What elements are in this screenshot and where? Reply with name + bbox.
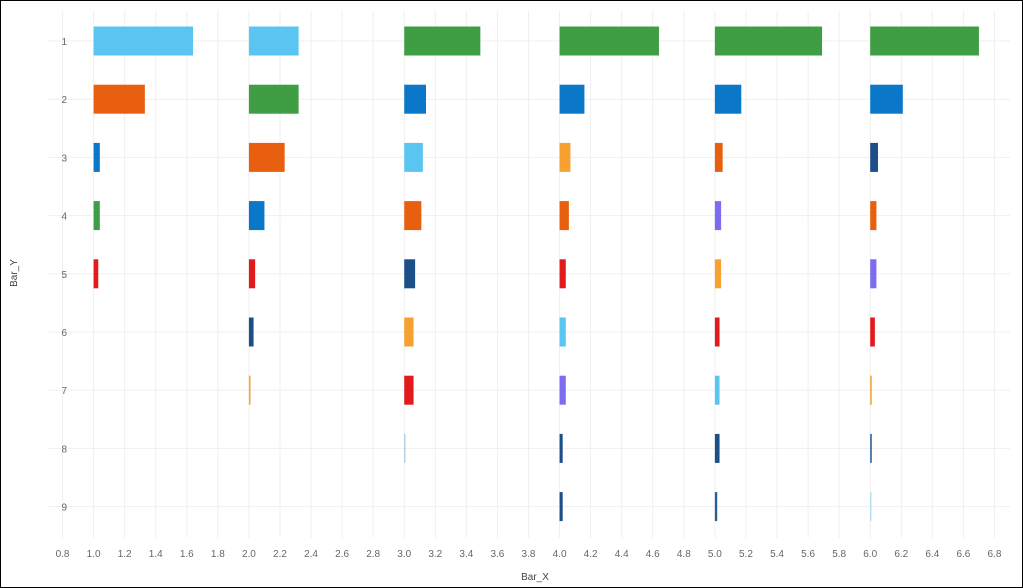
bar xyxy=(870,201,877,231)
bar xyxy=(559,84,585,114)
y-tick-label: 2 xyxy=(61,95,67,106)
x-tick-label: 2.6 xyxy=(335,549,349,560)
bar xyxy=(404,317,414,347)
x-tick-label: 4.0 xyxy=(553,549,567,560)
bar xyxy=(248,201,265,231)
x-tick-label: 4.8 xyxy=(677,549,691,560)
y-axis-ticks: 1 2 3 4 5 6 7 8 9 xyxy=(61,37,67,514)
y-tick-label: 4 xyxy=(61,212,67,223)
x-tick-label: 3.2 xyxy=(428,549,442,560)
bar xyxy=(559,259,566,289)
bar xyxy=(559,433,563,463)
y-tick-label: 8 xyxy=(61,444,67,455)
bar xyxy=(93,259,99,289)
bar xyxy=(248,142,285,172)
bar xyxy=(559,201,569,231)
bar xyxy=(559,26,659,56)
x-tick-label: 4.2 xyxy=(584,549,598,560)
y-tick-label: 3 xyxy=(61,153,67,164)
bar xyxy=(559,317,566,347)
bar xyxy=(714,492,718,522)
x-tick-label: 3.0 xyxy=(397,549,411,560)
bar xyxy=(248,375,251,405)
x-tick-label: 5.2 xyxy=(739,549,753,560)
x-axis-title: Bar_X xyxy=(521,572,549,583)
bar xyxy=(714,259,722,289)
bar xyxy=(404,142,423,172)
bar xyxy=(559,375,566,405)
grid xyxy=(47,11,1010,538)
x-tick-label: 5.4 xyxy=(770,549,784,560)
x-tick-label: 1.2 xyxy=(118,549,132,560)
x-tick-label: 5.8 xyxy=(832,549,846,560)
bar xyxy=(870,492,872,522)
x-tick-label: 3.6 xyxy=(490,549,504,560)
y-tick-label: 7 xyxy=(61,386,67,397)
bar xyxy=(870,142,878,172)
bar xyxy=(870,433,872,463)
x-tick-label: 2.4 xyxy=(304,549,318,560)
x-tick-label: 2.0 xyxy=(242,549,256,560)
x-tick-label: 4.4 xyxy=(615,549,629,560)
bar xyxy=(404,259,416,289)
bars xyxy=(93,26,979,522)
y-tick-label: 6 xyxy=(61,328,67,339)
x-tick-label: 1.6 xyxy=(180,549,194,560)
bar xyxy=(870,259,877,289)
bar xyxy=(714,201,722,231)
bar xyxy=(714,26,823,56)
bar xyxy=(714,433,720,463)
x-axis-ticks: 0.8 1.0 1.2 1.4 1.6 1.8 2.0 2.2 2.4 2.6 2.8 3.0 3.2 3… xyxy=(56,549,1002,560)
x-tick-label: 6.4 xyxy=(925,549,939,560)
bar xyxy=(559,492,563,522)
bar xyxy=(714,84,742,114)
bar xyxy=(870,317,875,347)
bar xyxy=(404,84,426,114)
x-tick-label: 3.4 xyxy=(459,549,473,560)
bar xyxy=(714,317,720,347)
bar xyxy=(404,26,481,56)
bar xyxy=(93,84,145,114)
x-tick-label: 2.8 xyxy=(366,549,380,560)
x-tick-label: 5.0 xyxy=(708,549,722,560)
bar xyxy=(248,84,299,114)
bar xyxy=(404,375,414,405)
x-tick-label: 1.8 xyxy=(211,549,225,560)
y-tick-label: 9 xyxy=(61,503,67,514)
x-tick-label: 6.2 xyxy=(894,549,908,560)
bar xyxy=(93,26,194,56)
x-tick-label: 4.6 xyxy=(646,549,660,560)
x-tick-label: 5.6 xyxy=(801,549,815,560)
x-tick-label: 1.0 xyxy=(87,549,101,560)
x-tick-label: 3.8 xyxy=(522,549,536,560)
bar xyxy=(248,259,256,289)
y-tick-label: 1 xyxy=(61,37,67,48)
bar xyxy=(870,375,872,405)
bar xyxy=(404,433,406,463)
bar xyxy=(870,84,903,114)
x-tick-label: 6.6 xyxy=(956,549,970,560)
bar xyxy=(248,26,299,56)
y-axis-title: Bar_Y xyxy=(9,259,20,287)
bar xyxy=(714,375,720,405)
x-tick-label: 0.8 xyxy=(56,549,70,560)
x-tick-label: 2.2 xyxy=(273,549,287,560)
bar xyxy=(93,201,100,231)
bar xyxy=(559,142,571,172)
bar xyxy=(870,26,979,56)
x-tick-label: 6.8 xyxy=(988,549,1002,560)
bar xyxy=(93,142,100,172)
bar xyxy=(714,142,723,172)
x-tick-label: 1.4 xyxy=(149,549,163,560)
x-tick-label: 6.0 xyxy=(863,549,877,560)
y-tick-label: 5 xyxy=(61,270,67,281)
bar xyxy=(404,201,422,231)
bar xyxy=(248,317,254,347)
